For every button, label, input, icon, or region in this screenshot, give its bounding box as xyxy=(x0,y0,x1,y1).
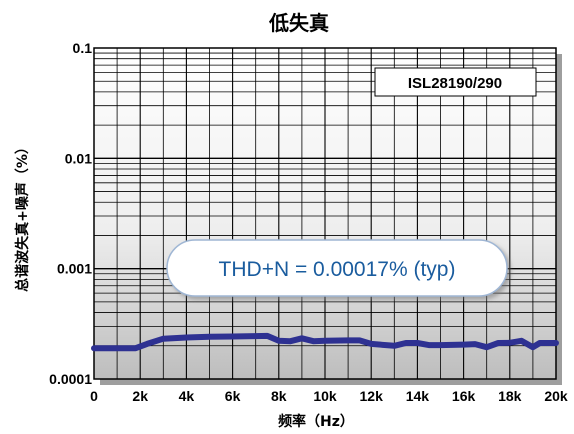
annotation-text: THD+N = 0.00017% (typ) xyxy=(219,258,456,281)
plot-border xyxy=(93,47,557,380)
part-label: ISL28190/290 xyxy=(408,75,502,92)
x-tick-label: 6k xyxy=(225,388,241,404)
chart-title: 低失真 xyxy=(268,11,329,35)
annotation-callout: THD+N = 0.00017% (typ) xyxy=(166,239,508,297)
y-tick-labels: 0.1 0.01 0.001 0.0001 xyxy=(49,40,92,387)
x-tick-label: 12k xyxy=(360,388,384,404)
x-tick-label: 16k xyxy=(452,388,476,404)
x-tick-label: 14k xyxy=(406,388,430,404)
y-axis-label: 总谐波失真+噪声（%） xyxy=(14,140,31,292)
y-tick-label: 0.0001 xyxy=(49,371,92,387)
y-tick-label: 0.01 xyxy=(65,150,92,166)
series-group xyxy=(91,332,559,352)
x-tick-label: 2k xyxy=(132,388,148,404)
series-line xyxy=(91,332,559,352)
y-tick-label: 0.1 xyxy=(73,40,93,56)
y-tick-label: 0.001 xyxy=(57,261,92,277)
x-tick-label: 0 xyxy=(90,388,98,404)
x-tick-label: 8k xyxy=(271,388,287,404)
part-label-box: ISL28190/290 xyxy=(374,67,537,97)
x-tick-labels: 0 2k 4k 6k 8k 10k 12k 14k 16k 18k 20k xyxy=(90,388,568,404)
x-tick-label: 10k xyxy=(313,388,337,404)
x-tick-label: 20k xyxy=(544,388,568,404)
x-axis-label: 频率（Hz） xyxy=(278,413,354,430)
grid xyxy=(94,48,556,379)
x-tick-label: 18k xyxy=(498,388,522,404)
x-tick-label: 4k xyxy=(179,388,195,404)
